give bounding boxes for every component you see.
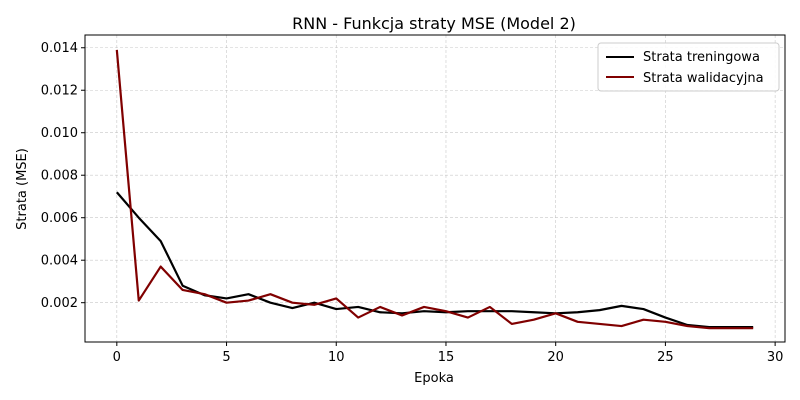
series-line-strata-walidacyjna xyxy=(117,50,753,328)
x-axis-label: Epoka xyxy=(414,371,454,386)
x-tick-label: 0 xyxy=(113,350,121,365)
series-line-strata-treningowa xyxy=(117,192,753,327)
y-tick-label: 0.014 xyxy=(41,41,78,56)
y-tick-label: 0.010 xyxy=(41,126,78,141)
y-tick-label: 0.006 xyxy=(41,211,78,226)
x-tick-label: 20 xyxy=(547,350,564,365)
x-tick-label: 30 xyxy=(767,350,784,365)
y-tick-label: 0.004 xyxy=(41,254,78,269)
legend-label-strata-treningowa: Strata treningowa xyxy=(643,50,760,65)
legend: Strata treningowa Strata walidacyjna xyxy=(598,43,779,91)
x-tick-label: 10 xyxy=(328,350,345,365)
y-axis-ticks: 0.002 0.004 0.006 0.008 0.010 0.012 0.014 xyxy=(41,41,85,311)
y-tick-label: 0.008 xyxy=(41,169,78,184)
y-tick-label: 0.012 xyxy=(41,84,78,99)
chart-title: RNN - Funkcja straty MSE (Model 2) xyxy=(292,14,576,33)
y-axis-label: Strata (MSE) xyxy=(15,148,30,230)
series-layer xyxy=(117,50,753,328)
x-tick-label: 25 xyxy=(657,350,674,365)
x-tick-label: 15 xyxy=(438,350,455,365)
y-tick-label: 0.002 xyxy=(41,296,78,311)
x-tick-label: 5 xyxy=(222,350,230,365)
legend-label-strata-walidacyjna: Strata walidacyjna xyxy=(643,71,764,86)
x-axis-ticks: 0 5 10 15 20 25 30 xyxy=(113,342,784,365)
